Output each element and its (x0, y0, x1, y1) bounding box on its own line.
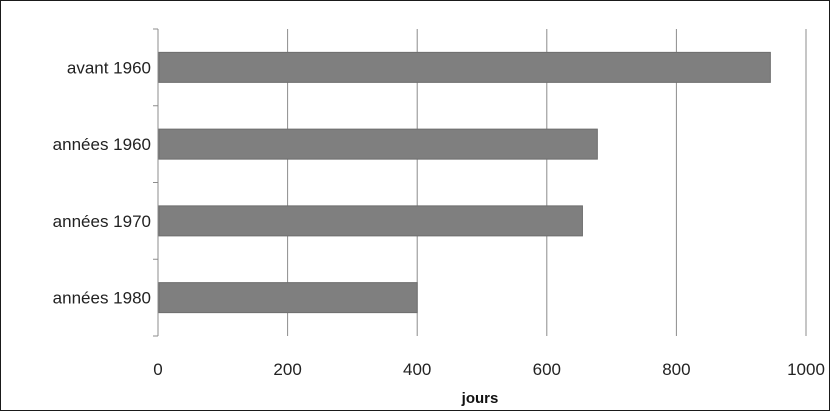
bar (158, 282, 418, 314)
x-tick-label: 600 (533, 360, 561, 379)
category-label: années 1970 (53, 212, 151, 231)
category-label: avant 1960 (67, 58, 151, 77)
x-tick-label: 1000 (787, 360, 825, 379)
category-label: années 1960 (53, 135, 151, 154)
bar (158, 205, 583, 237)
bar (158, 51, 771, 83)
category-label: années 1980 (53, 289, 151, 308)
x-tick-label: 200 (273, 360, 301, 379)
x-tick-label: 400 (403, 360, 431, 379)
x-tick-label: 0 (153, 360, 162, 379)
bar (158, 128, 598, 160)
x-axis-title: jours (461, 390, 499, 407)
x-tick-label: 800 (662, 360, 690, 379)
